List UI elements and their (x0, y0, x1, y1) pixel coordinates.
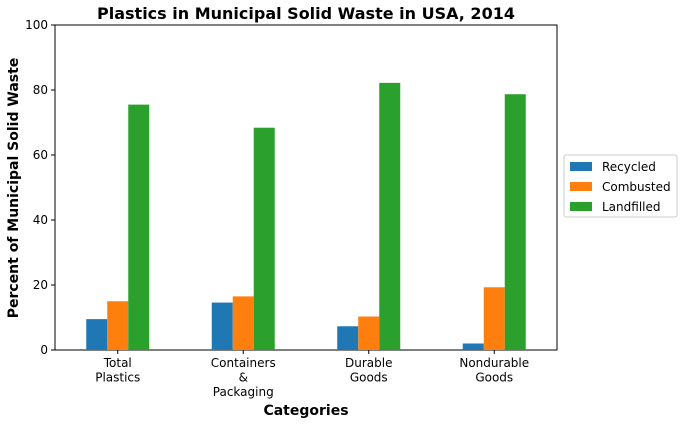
legend-swatch (570, 202, 592, 211)
legend: Recycled Combusted Landfilled (563, 154, 678, 218)
bar-combusted (107, 301, 129, 350)
legend-frame (563, 154, 678, 218)
y-axis: 0 20 40 60 80 100 (25, 18, 55, 357)
x-tick-label-line: Plastics (95, 371, 140, 385)
x-axis-label: Categories (263, 403, 348, 419)
plot-area-frame (54, 24, 558, 351)
chart-title: Plastics in Municipal Solid Waste in USA… (97, 4, 515, 23)
x-tick-label: Total Plastics (95, 356, 140, 385)
x-tick-label-line: Goods (475, 371, 513, 385)
x-tick-label-line: Packaging (213, 385, 274, 399)
legend-swatch (570, 162, 592, 171)
x-axis: Total Plastics Containers & Packaging Durable… (95, 350, 529, 399)
y-tick-label: 60 (33, 148, 48, 162)
y-tick-label: 20 (33, 278, 48, 292)
x-tick-label: Nondurable Goods (459, 356, 529, 385)
bar-combusted (483, 287, 505, 350)
bar-recycled (462, 343, 484, 350)
x-tick-label-line: Containers (211, 356, 276, 370)
y-tick-label: 80 (33, 83, 48, 97)
y-tick-label: 100 (25, 18, 48, 32)
bar-recycled (86, 319, 108, 350)
x-tick-label-line: Goods (350, 371, 388, 385)
bar-landfilled (253, 127, 275, 350)
x-tick-label-line: Nondurable (459, 356, 529, 370)
x-tick-label-line: Total (103, 356, 132, 370)
bar-combusted (232, 296, 254, 350)
bar-combusted (358, 316, 380, 350)
bar-landfilled (128, 104, 150, 350)
x-tick-label: Containers & Packaging (211, 356, 276, 399)
bars (86, 82, 526, 350)
legend-label: Landfilled (602, 200, 661, 214)
x-tick-label-line: Durable (345, 356, 392, 370)
bar-landfilled (504, 94, 526, 350)
y-tick-label: 40 (33, 213, 48, 227)
y-tick-label: 0 (40, 343, 48, 357)
bar-recycled (211, 302, 233, 350)
legend-label: Combusted (602, 180, 671, 194)
bar-recycled (337, 326, 359, 350)
y-axis-label: Percent of Municipal Solid Waste (6, 58, 22, 319)
legend-swatch (570, 182, 592, 191)
x-tick-label: Durable Goods (345, 356, 392, 385)
x-tick-label-line: & (239, 371, 248, 385)
legend-label: Recycled (602, 160, 656, 174)
bar-landfilled (379, 82, 401, 350)
